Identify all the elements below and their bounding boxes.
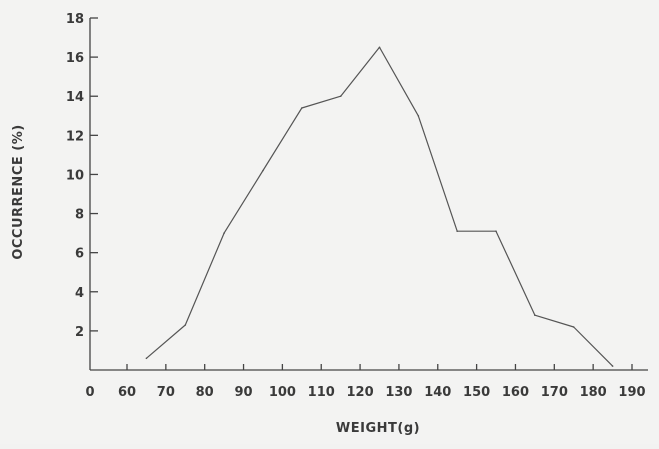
data-point — [184, 324, 187, 326]
data-point — [378, 46, 381, 49]
x-tick-label: 170 — [541, 385, 568, 400]
data-point — [611, 365, 614, 367]
y-tick-label: 6 — [75, 247, 84, 262]
data-point — [495, 230, 497, 232]
x-tick-label: 110 — [308, 385, 335, 400]
y-tick-label: 14 — [66, 90, 84, 105]
series-layer — [145, 46, 614, 367]
data-point — [456, 230, 459, 232]
x-tick-label: 150 — [463, 385, 490, 400]
x-tick-label: 130 — [385, 385, 412, 400]
x-tick-label: 120 — [347, 385, 374, 400]
x-tick-label: 160 — [502, 385, 529, 400]
y-tick-label: 2 — [75, 325, 84, 340]
y-tick-label: 16 — [66, 51, 84, 66]
data-point — [223, 232, 225, 234]
x-tick-label: 100 — [269, 385, 296, 400]
series-line — [146, 46, 614, 367]
y-tick-label: 18 — [66, 12, 84, 27]
x-tick-label: 180 — [580, 385, 607, 400]
data-point — [572, 326, 575, 328]
y-axis-title: OCCURRENCE (%) — [11, 124, 26, 259]
y-tick-label: 4 — [75, 286, 84, 301]
data-point — [145, 357, 148, 360]
x-origin-label: 0 — [85, 385, 94, 400]
data-point — [339, 95, 342, 97]
data-point — [534, 314, 536, 317]
axis-labels: WEIGHT(g) OCCURRENCE (%) — [11, 124, 420, 436]
x-tick-label: 60 — [118, 385, 136, 400]
x-tick-label: 70 — [157, 385, 175, 400]
x-tick-label: 190 — [618, 385, 645, 400]
axis-ticks: 2 4 6 8 10 12 14 16 18 60 70 80 90 100 110 120 130 140 150… — [66, 12, 646, 400]
x-axis-title: WEIGHT(g) — [336, 421, 420, 436]
y-tick-label: 12 — [66, 129, 84, 144]
y-tick-label: 8 — [75, 208, 84, 223]
y-tick-label: 10 — [66, 168, 84, 183]
data-point — [301, 107, 303, 109]
data-point — [262, 169, 264, 172]
x-tick-label: 140 — [424, 385, 451, 400]
x-tick-label: 90 — [234, 385, 252, 400]
data-point — [417, 115, 420, 117]
x-tick-label: 80 — [196, 385, 214, 400]
axes — [89, 18, 648, 371]
